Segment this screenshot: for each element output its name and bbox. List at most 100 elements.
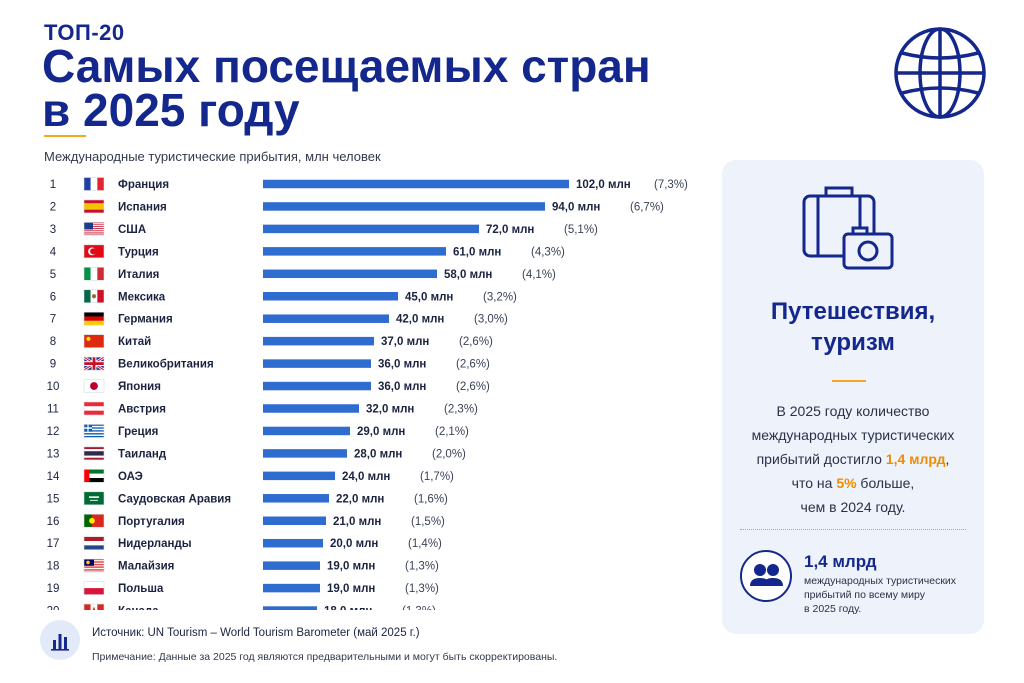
rank-label: 11 [47, 404, 59, 416]
flag-part [84, 569, 104, 571]
country-label: США [118, 224, 146, 236]
value-label: 18,0 млн [324, 606, 372, 610]
flag-border [83, 356, 105, 371]
flag-part [84, 541, 104, 546]
flag-part [84, 571, 104, 573]
flag-part [84, 469, 90, 483]
share-label: (4,3%) [531, 246, 565, 258]
page-title: Самых посещаемых стран в 2025 году [42, 40, 651, 133]
share-label: (2,6%) [456, 359, 490, 371]
bar-chart: 1 Франция 102,0 млн (7,3%) 2 Испания 94,0 млн (… [47, 177, 688, 610]
value-label: 22,0 млн [336, 493, 384, 505]
flag-border [83, 603, 105, 610]
title-underline [44, 135, 86, 137]
rank-label: 20 [47, 606, 60, 610]
bar [263, 494, 329, 503]
value-label: 36,0 млн [378, 381, 426, 393]
rank-label: 17 [47, 538, 60, 550]
country-label: Япония [118, 381, 161, 393]
country-label: Австрия [118, 404, 166, 416]
info-panel: Путешествия, туризм В 2025 году количест… [722, 160, 984, 634]
flag-part [84, 231, 104, 233]
rank-label: 15 [47, 493, 60, 505]
flag-border [83, 244, 105, 259]
flag-part [84, 514, 92, 528]
flag-part [89, 517, 95, 524]
rank-label: 14 [47, 471, 60, 483]
flag-part [84, 267, 91, 281]
flag-part [84, 469, 104, 474]
flag-part [97, 177, 104, 191]
flag-part [84, 433, 104, 435]
rank-label: 2 [50, 201, 56, 213]
flag-part [84, 402, 104, 407]
flag-border [83, 177, 105, 191]
rank-label: 9 [50, 359, 56, 371]
share-label: (2,6%) [459, 336, 493, 348]
bar-chart-icon [40, 620, 80, 660]
country-label: Италия [118, 269, 159, 281]
flag-part [90, 382, 98, 390]
rank-label: 4 [50, 246, 57, 258]
share-label: (4,1%) [522, 269, 556, 281]
bar [263, 336, 374, 346]
flag-part [84, 536, 104, 542]
bar [263, 449, 347, 458]
flag-uk-icon [83, 356, 105, 372]
bar [263, 314, 389, 323]
country-label: Испания [118, 201, 167, 213]
flag-part [84, 312, 104, 317]
bar [263, 224, 479, 234]
flag-part [84, 234, 104, 236]
bar [263, 426, 350, 436]
flag-part [97, 604, 104, 610]
flag-part [84, 334, 104, 348]
flag-part [84, 223, 104, 225]
bar [263, 606, 317, 610]
bar [263, 381, 371, 391]
rank-label: 13 [47, 448, 60, 460]
value-label: 29,0 млн [357, 426, 405, 438]
country-label: Китай [118, 336, 151, 348]
flag-part [84, 316, 104, 321]
share-label: (1,7%) [420, 471, 454, 483]
flag-austria-icon [83, 401, 105, 416]
flag-part [84, 425, 104, 428]
country-label: ОАЭ [118, 471, 143, 483]
flag-border [83, 536, 105, 551]
flag-part [84, 362, 104, 365]
flag-border [83, 267, 105, 281]
flag-part [84, 473, 104, 479]
flag-part [84, 581, 104, 589]
flag-border [83, 401, 105, 416]
share-label: (1,4%) [408, 538, 442, 550]
flag-thailand-icon [83, 446, 105, 461]
flag-border [83, 424, 105, 438]
rank-label: 3 [50, 224, 56, 236]
rank-label: 8 [50, 336, 56, 348]
flag-part [84, 229, 104, 231]
chart-subtitle: Международные туристические прибытия, мл… [44, 149, 381, 164]
flag-part [84, 203, 104, 210]
flag-part [84, 224, 104, 226]
value-label: 21,0 млн [333, 516, 381, 528]
flag-part [84, 233, 104, 235]
flag-part [90, 248, 97, 255]
flag-part [84, 227, 104, 228]
flag-part [84, 428, 104, 431]
value-label: 20,0 млн [330, 538, 378, 550]
bar [263, 404, 359, 413]
value-label: 94,0 млн [552, 201, 600, 213]
flag-part [84, 478, 104, 483]
rank-label: 1 [50, 179, 56, 191]
flag-border [83, 311, 105, 326]
share-label: (3,2%) [483, 291, 517, 303]
flag-part [84, 228, 104, 230]
bar [263, 583, 320, 593]
flag-part [86, 336, 91, 341]
share-label: (6,7%) [630, 201, 664, 213]
share-label: (2,0%) [432, 448, 466, 460]
flag-portugal-icon [83, 513, 105, 528]
flag-part [84, 427, 92, 429]
title-line-1: Самых посещаемых стран [42, 40, 651, 92]
